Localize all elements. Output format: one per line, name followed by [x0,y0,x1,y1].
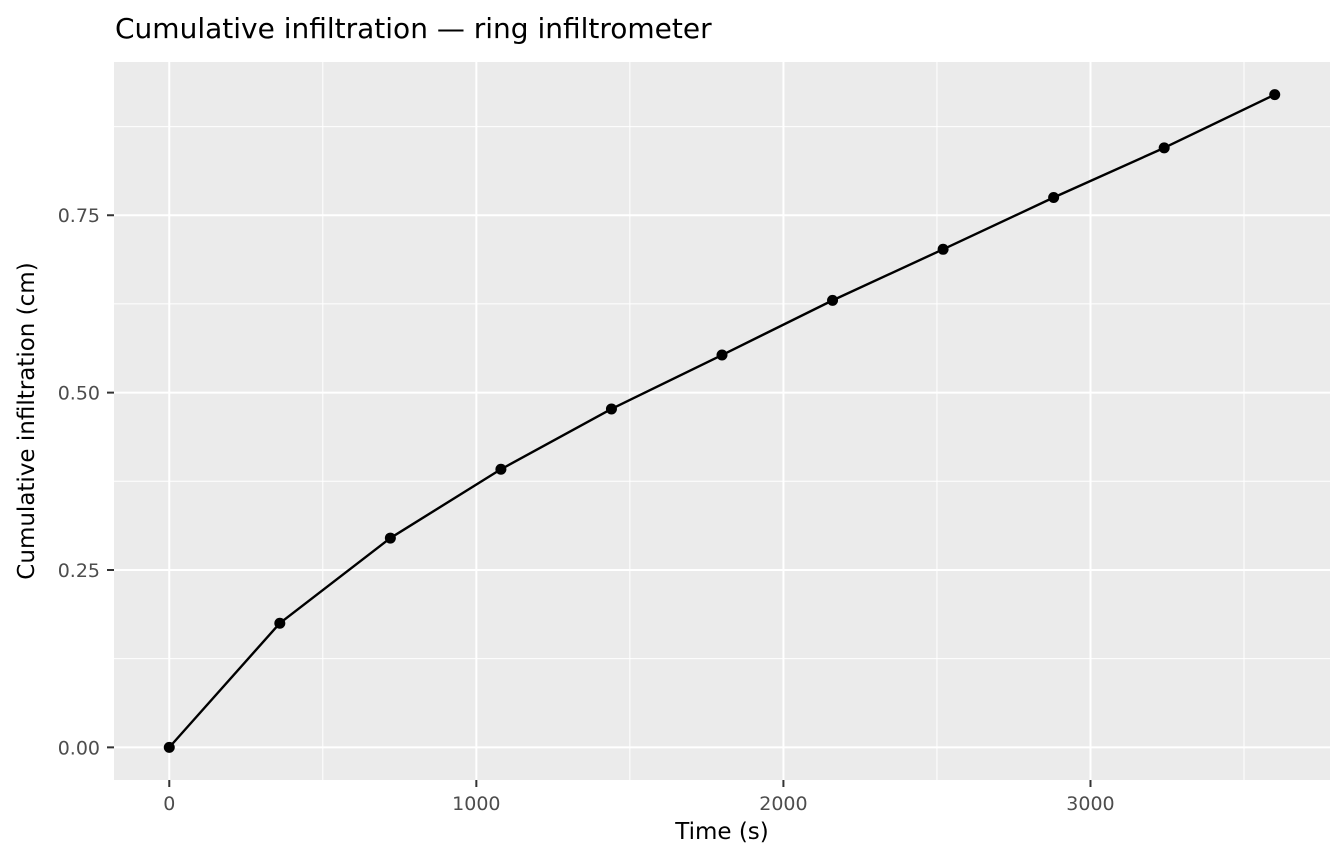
data-point [716,349,728,361]
data-point [937,243,949,255]
x-tick-label: 1000 [452,793,500,815]
data-point [1269,89,1281,101]
data-point [605,403,617,415]
data-point [384,532,396,544]
x-tick-label: 2000 [759,793,807,815]
data-point [827,294,839,306]
x-tick-label: 0 [163,793,175,815]
panel-background [114,62,1330,780]
y-tick-label: 0.25 [58,560,100,582]
x-axis-title: Time (s) [675,819,769,845]
data-point [1158,142,1170,154]
y-axis-title: Cumulative infiltration (cm) [14,262,40,580]
x-tick-label: 3000 [1066,793,1114,815]
y-tick-label: 0.00 [58,737,100,759]
data-point [1048,192,1060,204]
data-point [274,617,286,629]
data-point [163,741,175,753]
data-point [495,463,507,475]
y-tick-label: 0.50 [58,383,100,405]
chart-title: Cumulative infiltration — ring infiltrom… [115,12,712,45]
y-tick-label: 0.75 [58,205,100,227]
